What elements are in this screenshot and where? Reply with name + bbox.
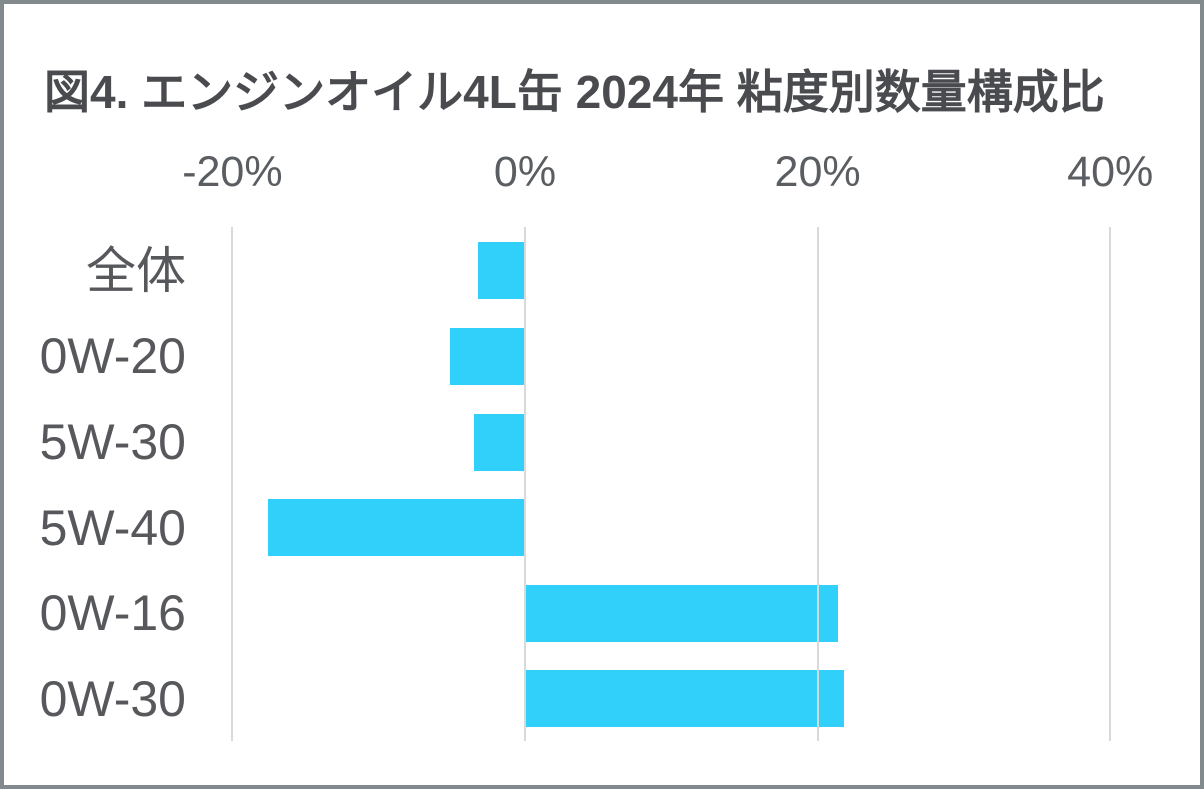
category-label: 0W-16: [39, 585, 186, 642]
gridline: [816, 227, 819, 741]
bar-0w30: [525, 670, 844, 728]
bar-5w40: [267, 499, 525, 557]
chart-title: 図4. エンジンオイル4L缶 2024年 粘度別数量構成比: [44, 66, 1105, 118]
category-label: 0W-30: [39, 670, 186, 727]
gridline: [231, 227, 234, 741]
x-axis-tick-label: 20%: [774, 148, 861, 196]
bar-0w20: [450, 327, 525, 385]
x-axis-tick-label: 40%: [1067, 148, 1154, 196]
category-label: 5W-30: [39, 414, 186, 470]
category-label: 全体: [86, 242, 186, 299]
x-axis-tick-label: -20%: [182, 148, 283, 196]
bar-0w16: [525, 584, 839, 642]
bar-5w30: [473, 413, 525, 471]
gridline: [524, 227, 526, 741]
bar-: [478, 242, 525, 300]
category-label: 0W-20: [39, 328, 186, 385]
category-label: 5W-40: [39, 499, 186, 556]
gridline: [1109, 227, 1112, 741]
x-axis-tick-label: 0%: [493, 148, 557, 196]
